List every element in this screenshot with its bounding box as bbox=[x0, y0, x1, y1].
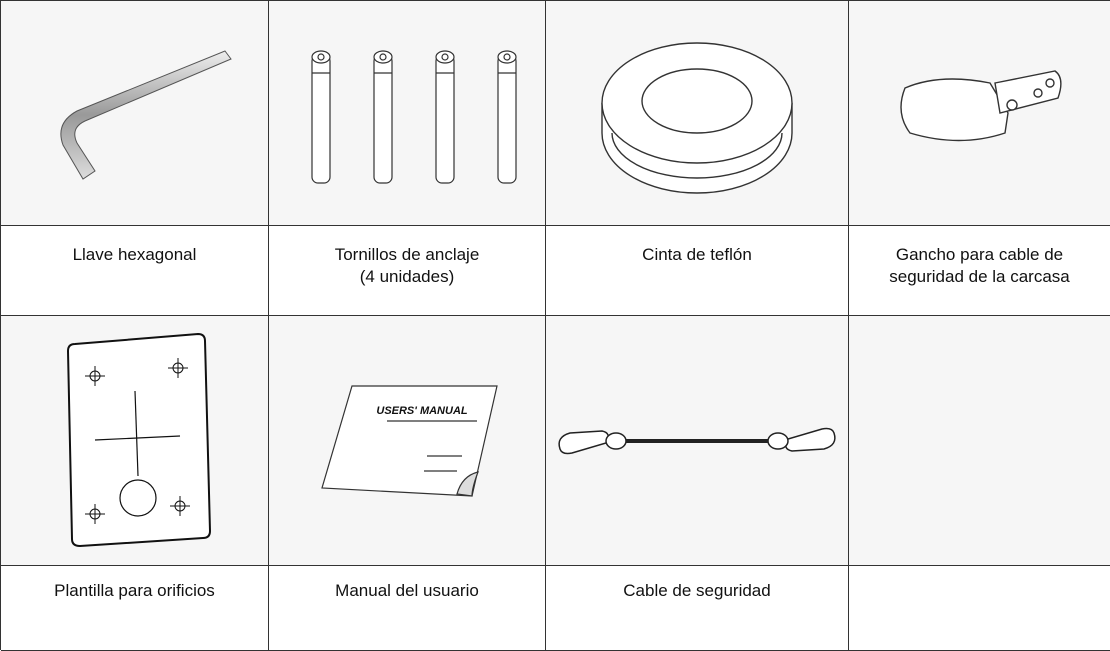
item-label: Tornillos de anclaje (4 unidades) bbox=[269, 226, 546, 316]
image-cell bbox=[546, 1, 849, 226]
item-label: Cinta de teflón bbox=[546, 226, 849, 316]
screws-illustration bbox=[311, 50, 517, 184]
manual-illustration: USERS' MANUAL bbox=[321, 384, 498, 497]
image-cell bbox=[546, 316, 849, 566]
item-label: Cable de seguridad bbox=[546, 566, 849, 651]
image-cell: USERS' MANUAL bbox=[269, 316, 546, 566]
cable-illustration bbox=[558, 427, 836, 454]
image-cell bbox=[849, 1, 1110, 226]
empty-label-cell bbox=[849, 566, 1110, 651]
item-label: Plantilla para orificios bbox=[1, 566, 269, 651]
hex-key-illustration bbox=[59, 50, 232, 180]
empty-image-cell bbox=[849, 316, 1110, 566]
image-cell bbox=[1, 316, 269, 566]
item-label: Gancho para cable de seguridad de la car… bbox=[849, 226, 1110, 316]
clamp-illustration bbox=[899, 70, 1062, 142]
item-label: Llave hexagonal bbox=[1, 226, 269, 316]
template-illustration bbox=[66, 332, 211, 547]
image-cell bbox=[1, 1, 269, 226]
item-label: Manual del usuario bbox=[269, 566, 546, 651]
tape-illustration bbox=[601, 42, 793, 194]
image-cell bbox=[269, 1, 546, 226]
manual-cover-text: USERS' MANUAL bbox=[376, 405, 468, 417]
